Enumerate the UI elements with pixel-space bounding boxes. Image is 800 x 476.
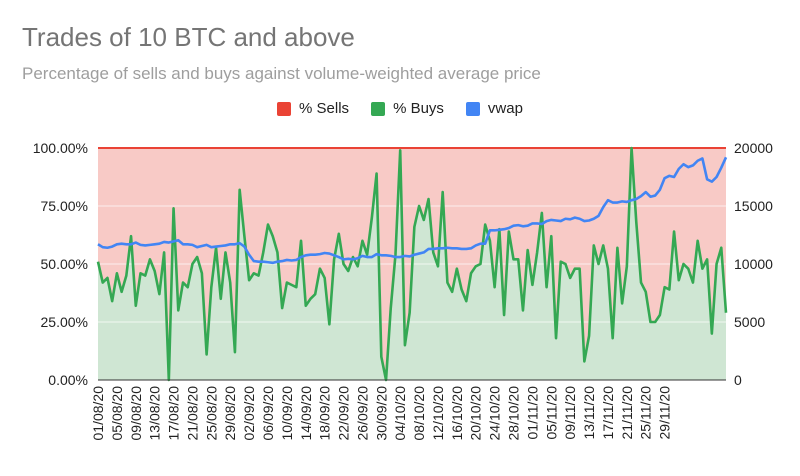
x-tick-label: 28/10/20 xyxy=(506,386,522,441)
chart-legend: % Sells % Buys vwap xyxy=(0,100,800,117)
x-tick-label: 04/10/20 xyxy=(392,386,408,441)
series-line-vwap xyxy=(97,156,728,265)
legend-item-sells[interactable]: % Sells xyxy=(277,100,349,117)
x-tick-label: 01/11/20 xyxy=(524,386,540,440)
y-left-tick-label: 100.00% xyxy=(33,140,88,156)
x-tick-label: 16/10/20 xyxy=(449,386,465,441)
y-left-tick-label: 50.00% xyxy=(41,256,88,272)
x-tick-label: 06/09/20 xyxy=(260,386,276,441)
y-left-tick-label: 25.00% xyxy=(41,314,88,330)
legend-swatch-sells xyxy=(277,101,292,116)
x-tick-label: 25/11/20 xyxy=(638,386,654,440)
x-tick-label: 29/08/20 xyxy=(222,386,238,441)
x-tick-label: 24/10/20 xyxy=(487,386,503,441)
x-tick-label: 22/09/20 xyxy=(336,386,352,441)
x-tick-label: 05/11/20 xyxy=(543,386,559,440)
x-tick-label: 29/11/20 xyxy=(657,386,673,440)
x-tick-label: 20/10/20 xyxy=(468,386,484,441)
y-right-tick-label: 5000 xyxy=(734,314,765,330)
legend-item-buys[interactable]: % Buys xyxy=(371,100,444,117)
series-line-buys xyxy=(96,146,728,382)
y-right-tick-label: 0 xyxy=(734,372,742,388)
x-tick-label: 12/10/20 xyxy=(430,386,446,441)
legend-label-sells: % Sells xyxy=(299,100,350,117)
x-tick-label: 13/08/20 xyxy=(147,386,163,441)
x-tick-label: 08/10/20 xyxy=(411,386,427,441)
y-left-tick-label: 0.00% xyxy=(48,372,88,388)
y-right-tick-label: 20000 xyxy=(734,140,773,156)
x-tick-label: 17/11/20 xyxy=(600,386,616,440)
legend-label-buys: % Buys xyxy=(393,100,444,117)
x-tick-label: 18/09/20 xyxy=(317,386,333,441)
y-right-tick-label: 15000 xyxy=(734,198,773,214)
legend-swatch-vwap xyxy=(465,101,480,116)
x-tick-label: 26/09/20 xyxy=(354,386,370,441)
x-tick-label: 21/08/20 xyxy=(184,386,200,441)
x-tick-label: 13/11/20 xyxy=(581,386,597,440)
x-tick-label: 09/11/20 xyxy=(562,386,578,440)
x-tick-label: 25/08/20 xyxy=(203,386,219,441)
x-tick-label: 21/11/20 xyxy=(619,386,635,440)
legend-label-vwap: vwap xyxy=(487,100,523,117)
x-tick-label: 10/09/20 xyxy=(279,386,295,441)
x-tick-label: 02/09/20 xyxy=(241,386,257,441)
legend-swatch-buys xyxy=(371,101,386,116)
x-tick-label: 05/08/20 xyxy=(109,386,125,441)
x-tick-label: 30/09/20 xyxy=(373,386,389,441)
x-tick-label: 17/08/20 xyxy=(166,386,182,441)
x-tick-label: 01/08/20 xyxy=(90,386,106,441)
legend-item-vwap[interactable]: vwap xyxy=(465,100,523,117)
chart-subtitle: Percentage of sells and buys against vol… xyxy=(22,64,541,83)
x-tick-label: 14/09/20 xyxy=(298,386,314,441)
chart-title: Trades of 10 BTC and above xyxy=(22,22,355,52)
x-tick-label: 09/08/20 xyxy=(128,386,144,441)
y-left-tick-label: 75.00% xyxy=(41,198,88,214)
y-right-tick-label: 10000 xyxy=(734,256,773,272)
